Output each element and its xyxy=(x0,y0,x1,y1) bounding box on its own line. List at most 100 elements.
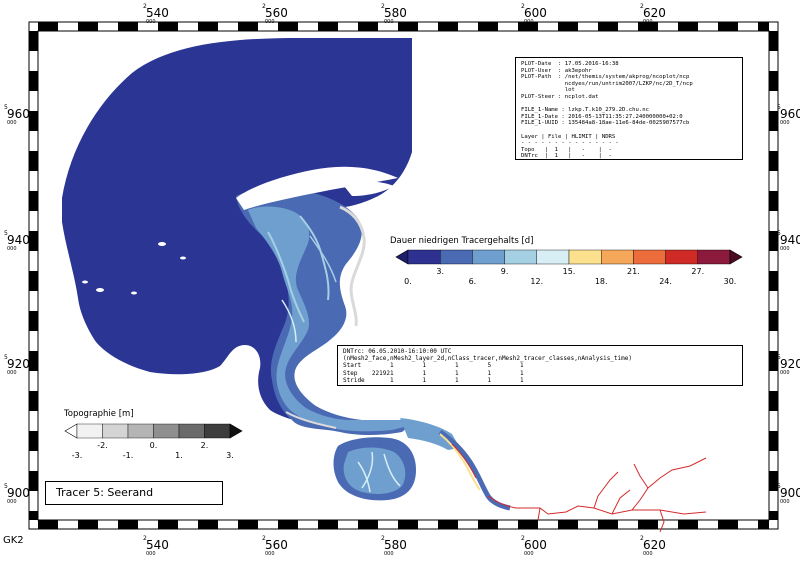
colorbar-swatch xyxy=(440,249,473,265)
coordinate-label-suffix: 000 xyxy=(643,551,653,557)
colorbar-tick-label: -3. xyxy=(72,451,83,460)
coordinate-label-main: 920 xyxy=(780,357,800,371)
coordinate-label-suffix: 000 xyxy=(265,19,275,25)
frame-tick xyxy=(718,520,738,529)
coordinate-label-suffix: 000 xyxy=(524,551,534,557)
frame-tick xyxy=(769,471,778,491)
colorbar-tick-label: 6. xyxy=(469,277,477,286)
coordinate-label-suffix: 000 xyxy=(384,551,394,557)
coordinate-label-main: 960 xyxy=(780,107,800,121)
frame-tick xyxy=(158,22,178,31)
coordinate-label-prefix: 5 xyxy=(4,354,8,361)
colorbar-tick-label: 3. xyxy=(436,267,444,276)
coordinate-label-prefix: 5 xyxy=(777,230,781,237)
frame-tick xyxy=(358,22,378,31)
colorbar-swatch xyxy=(102,423,129,439)
frame-tick xyxy=(558,22,578,31)
frame-tick xyxy=(398,22,418,31)
frame-tick xyxy=(29,71,38,91)
colorbar-swatch xyxy=(153,423,180,439)
colorbar-swatch xyxy=(127,423,154,439)
run-info-line: DNTrc: 06.05.2010-16:10:00 UTC xyxy=(343,348,452,355)
tracer-label: Tracer 5: Seerand xyxy=(45,481,223,505)
colorbar-tick-label: -1. xyxy=(123,451,134,460)
frame-tick xyxy=(29,471,38,491)
frame-tick xyxy=(158,520,178,529)
coordinate-label-prefix: 2 xyxy=(262,535,266,542)
frame-tick xyxy=(769,231,778,251)
coordinate-label-suffix: 000 xyxy=(780,370,790,376)
plot-info-line: ncdyes/run/untrim2007/LZKP/nc/2D_T/ncp xyxy=(521,80,693,87)
coordinate-label-prefix: 5 xyxy=(777,354,781,361)
tracer-legend-title: Dauer niedrigen Tracergehalts [d] xyxy=(390,236,533,246)
frame-tick xyxy=(29,111,38,131)
frame-tick xyxy=(769,431,778,451)
plot-info-line: FILE_1-Date : 2016-05-13T11:35:27.240000… xyxy=(521,113,683,120)
coordinate-label-suffix: 000 xyxy=(7,499,17,505)
frame-tick xyxy=(769,191,778,211)
coordinate-label-prefix: 2 xyxy=(262,3,266,10)
frame-tick xyxy=(398,520,418,529)
frame-tick xyxy=(558,520,578,529)
colorbar-swatch xyxy=(504,249,538,265)
frame-tick xyxy=(598,22,618,31)
plot-info-line: PLOT-Steer : ncplot.dat xyxy=(521,93,599,100)
coordinate-label-prefix: 2 xyxy=(640,535,644,542)
frame-tick xyxy=(758,520,769,529)
plot-info-line: lot xyxy=(521,87,575,94)
tracer-legend: Dauer niedrigen Tracergehalts [d] 0. 6. 12… xyxy=(390,236,743,286)
coordinate-label-suffix: 000 xyxy=(643,19,653,25)
frame-tick xyxy=(238,22,258,31)
shoreline xyxy=(285,205,366,429)
coordinate-label-main: 580 xyxy=(384,538,407,552)
plot-info-line xyxy=(521,127,737,134)
water-body xyxy=(62,38,511,511)
colorbar-tick-label: 24. xyxy=(659,277,672,286)
coordinate-label-main: 540 xyxy=(146,6,169,20)
frame-tick xyxy=(478,22,498,31)
colorbar-swatch xyxy=(472,249,505,265)
frame-tick xyxy=(29,31,38,51)
frame-tick xyxy=(769,111,778,131)
frame-tick xyxy=(638,520,658,529)
frame-tick xyxy=(769,351,778,371)
coordinate-label-main: 540 xyxy=(146,538,169,552)
plot-info-line: PLOT-Date : 17.05.2016-16:38 xyxy=(521,61,619,67)
frame-tick xyxy=(438,520,458,529)
plot-info-line: DNTrc | 1 | - | - xyxy=(521,153,612,160)
frame-tick xyxy=(29,191,38,211)
frame-tick xyxy=(318,22,338,31)
frame-tick xyxy=(29,391,38,411)
coordinate-label-prefix: 5 xyxy=(4,104,8,111)
coordinate-label-prefix: 5 xyxy=(777,483,781,490)
frame-tick xyxy=(238,520,258,529)
topo-legend: Topographie [m] -3. -1. 1. 3. -2. 0. 2. xyxy=(63,409,243,460)
colorbar-swatch xyxy=(697,249,731,265)
coordinate-label-prefix: 5 xyxy=(777,104,781,111)
coordinate-label-main: 900 xyxy=(780,486,800,500)
frame-tick xyxy=(198,520,218,529)
colorbar-tick-label: 18. xyxy=(595,277,608,286)
colorbar-tick-label: 30. xyxy=(724,277,737,286)
coordinate-label-main: 580 xyxy=(384,6,407,20)
coordinate-label-suffix: 000 xyxy=(780,120,790,126)
coordinate-label-suffix: 000 xyxy=(780,499,790,505)
frame-tick xyxy=(318,520,338,529)
plot-info-line: Layer | File | HLIMIT | NDRS xyxy=(521,133,616,140)
colorbar-swatch xyxy=(568,249,602,265)
island-strip xyxy=(236,166,398,210)
plot-info-line: FILE_1-UUID : 135484a8-18ae-11e6-84de-00… xyxy=(521,120,690,127)
coordinate-label-main: 600 xyxy=(524,538,547,552)
